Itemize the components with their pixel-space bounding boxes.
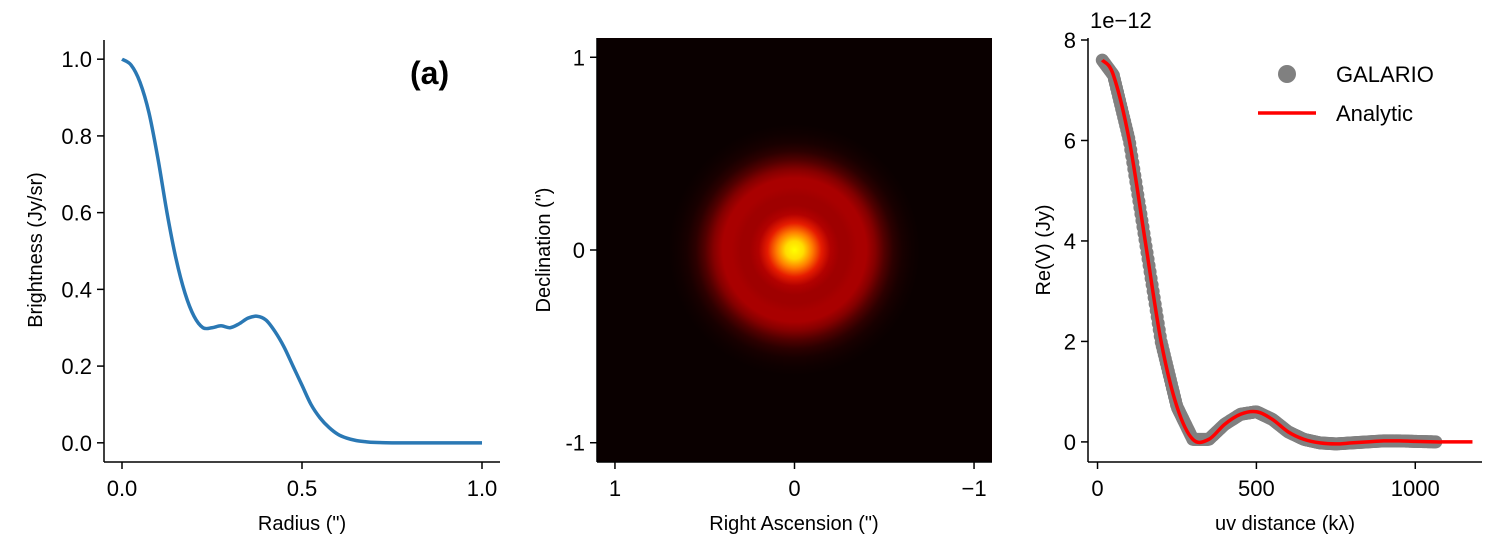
y-tick-label: 0 [573, 238, 585, 263]
y-tick-label: -1 [565, 431, 585, 456]
y-tick-label: 0.8 [61, 124, 92, 149]
y-axis-label: Brightness (Jy/sr) [25, 172, 47, 328]
y-tick-label: 6 [1064, 128, 1076, 153]
y-tick-label: 0.2 [61, 354, 92, 379]
analytic-curve [1100, 58, 1473, 446]
y-axis-label: Re(V) (Jy) [1033, 204, 1055, 295]
panel-annotation: (a) [410, 55, 449, 91]
x-tick-label: 1 [609, 476, 621, 501]
y-tick-label: 8 [1064, 28, 1076, 53]
y-axis-label: Declination (") [533, 188, 555, 313]
x-tick-label: 0.0 [107, 476, 138, 501]
legend-marker-galario [1278, 65, 1296, 83]
x-tick-label: 0 [1091, 476, 1103, 501]
visibility-panel: 0 500 1000 0 2 4 6 8 1e−12 uv distance (kλ) Re(… [1033, 8, 1482, 535]
y-tick-label: 0 [1064, 430, 1076, 455]
y-tick-label: 1 [573, 45, 585, 70]
y-tick-label: 1.0 [61, 47, 92, 72]
x-tick-label: 500 [1238, 476, 1275, 501]
legend: GALARIO Analytic [1258, 62, 1434, 126]
y-offset-label: 1e−12 [1090, 8, 1152, 33]
legend-label-galario: GALARIO [1336, 62, 1434, 87]
y-tick-label: 4 [1064, 229, 1076, 254]
x-tick-label: 0 [788, 476, 800, 501]
brightness-profile-panel: 0.0 0.5 1.0 0.0 0.2 0.4 0.6 0.8 1.0 (a) Radius (… [25, 40, 500, 535]
x-tick-label: 1.0 [467, 476, 498, 501]
x-axis-label: Right Ascension (") [709, 513, 878, 535]
y-tick-label: 0.0 [61, 431, 92, 456]
x-axis-label: Radius (") [258, 513, 346, 535]
sky-image-panel: 1 0 −1 1 0 -1 Right Ascension (") Declination… [533, 38, 992, 535]
y-tick-label: 0.6 [61, 201, 92, 226]
brightness-curve [121, 57, 482, 445]
x-tick-label: 0.5 [287, 476, 318, 501]
y-tick-label: 2 [1064, 329, 1076, 354]
x-tick-label: −1 [961, 476, 986, 501]
x-axis-label: uv distance (kλ) [1215, 513, 1355, 535]
legend-label-analytic: Analytic [1336, 101, 1413, 126]
y-tick-label: 0.4 [61, 277, 92, 302]
sky-brightness-image [597, 38, 992, 462]
x-tick-label: 1000 [1391, 476, 1440, 501]
